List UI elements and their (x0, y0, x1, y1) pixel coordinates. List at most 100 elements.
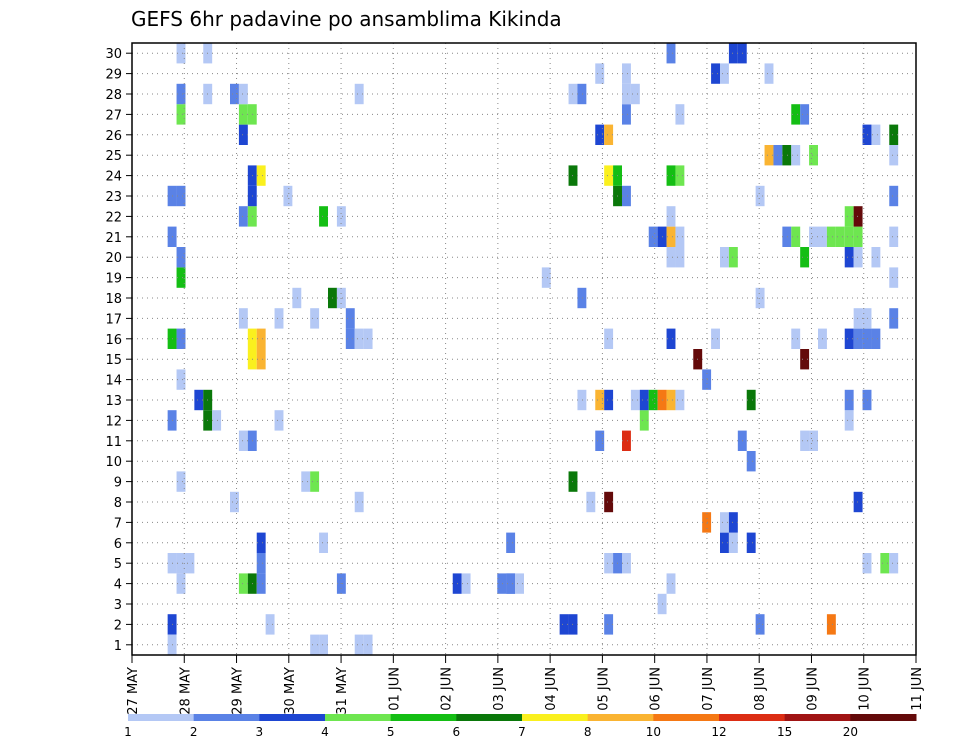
heatmap-cell (720, 247, 729, 268)
x-tick-label: 31 MAY (335, 667, 350, 715)
heatmap-cell (702, 369, 712, 390)
heatmap-cell (176, 553, 186, 574)
colorbar-label: 20 (843, 725, 858, 739)
heatmap-cell (711, 328, 720, 349)
heatmap-cell (800, 247, 810, 268)
colorbar-segment (784, 714, 851, 721)
heatmap-cell (345, 328, 355, 349)
colorbar-label: 6 (453, 725, 461, 739)
heatmap-cell (176, 267, 186, 288)
heatmap-cell (238, 104, 248, 125)
heatmap-cell (336, 206, 346, 227)
heatmap-cell (871, 124, 881, 145)
plot-frame (131, 42, 917, 656)
heatmap-cell (622, 553, 631, 574)
heatmap-cell (604, 491, 614, 513)
heatmap-cell (568, 165, 578, 186)
heatmap-cell (666, 573, 676, 594)
heatmap-cell (746, 389, 756, 411)
heatmap-cell (826, 226, 836, 247)
y-tick-label: 22 (105, 210, 122, 225)
heatmap-cell (782, 226, 792, 247)
heatmap-cell (604, 389, 614, 411)
y-tick-label: 24 (105, 170, 122, 185)
heatmap-cell (755, 287, 765, 309)
heatmap-cell (853, 247, 863, 268)
colorbar-label: 10 (646, 725, 661, 739)
heatmap-cell (238, 83, 248, 105)
x-tick-label: 06 JUN (649, 667, 664, 711)
y-tick-label: 14 (105, 374, 122, 389)
heatmap-cell (176, 43, 186, 64)
heatmap-cell (800, 430, 810, 451)
heatmap-cell (809, 430, 818, 451)
heatmap-cell (871, 328, 881, 349)
y-tick-label: 17 (105, 312, 122, 327)
heatmap-cell (301, 471, 311, 492)
heatmap-cell (666, 165, 676, 186)
heatmap-cell (586, 491, 596, 513)
heatmap-cell (604, 553, 614, 574)
y-tick-label: 4 (114, 578, 122, 593)
heatmap-cell (256, 349, 266, 370)
y-tick-label: 28 (105, 88, 122, 103)
y-tick-label: 30 (105, 47, 122, 62)
colorbar-segment (325, 714, 392, 721)
heatmap-cell (889, 145, 899, 166)
heatmap-cell (176, 83, 186, 105)
heatmap-cell (604, 614, 614, 635)
heatmap-cell (595, 124, 605, 145)
heatmap-cell (755, 614, 765, 635)
colorbar-segment (259, 714, 326, 721)
heatmap-cell (319, 634, 328, 655)
heatmap-cell (354, 328, 364, 349)
heatmap-cell (176, 104, 186, 125)
heatmap-cell (577, 83, 587, 105)
heatmap-cell (176, 369, 186, 390)
y-tick-label: 26 (105, 129, 122, 144)
heatmap-cell (630, 83, 640, 105)
heatmap-cell (345, 308, 355, 329)
heatmap-cell (835, 226, 845, 247)
heatmap-cell (746, 451, 756, 472)
heatmap-cell (238, 206, 248, 227)
colorbar-label: 7 (518, 725, 526, 739)
heatmap-cell (319, 206, 328, 227)
colorbar-segment (390, 714, 457, 721)
heatmap-cell (310, 634, 320, 655)
x-axis: 27 MAY 28 MAY 29 MAY 30 MAY 31 MAY 01 JUN 02 J… (126, 655, 925, 715)
heatmap-cell (256, 532, 266, 553)
heatmap-cell (194, 389, 204, 411)
colorbar-segment (193, 714, 260, 721)
colorbar-segment (653, 714, 720, 721)
heatmap-cell (844, 206, 854, 227)
heatmap-cell (880, 553, 890, 574)
heatmap-cell (720, 512, 729, 533)
x-tick-label: 11 JUN (910, 667, 925, 711)
heatmap-cell (639, 389, 649, 411)
heatmap-cell (568, 471, 578, 492)
y-tick-label: 3 (114, 598, 122, 613)
y-tick-label: 23 (105, 190, 122, 205)
heatmap-cell (728, 512, 738, 533)
heatmap-cell (844, 247, 854, 268)
heatmap-cell (363, 634, 373, 655)
x-tick-label: 04 JUN (544, 667, 559, 711)
y-tick-label: 1 (114, 639, 122, 654)
heatmap-cell (176, 471, 186, 492)
heatmap-cell (675, 226, 685, 247)
heatmap-cell (559, 614, 569, 635)
x-tick-label: 08 JUN (753, 667, 768, 711)
heatmap-cell (212, 410, 222, 431)
heatmap-cell (185, 553, 195, 574)
x-tick-label: 27 MAY (126, 667, 141, 715)
x-tick-label: 10 JUN (858, 667, 873, 711)
heatmap-cell (648, 226, 658, 247)
heatmap-cell (728, 247, 738, 268)
colorbar-label: 8 (584, 725, 592, 739)
heatmap-cell (853, 491, 863, 513)
y-tick-label: 25 (105, 149, 122, 164)
heatmap-cell (595, 389, 605, 411)
y-tick-label: 16 (105, 333, 122, 348)
